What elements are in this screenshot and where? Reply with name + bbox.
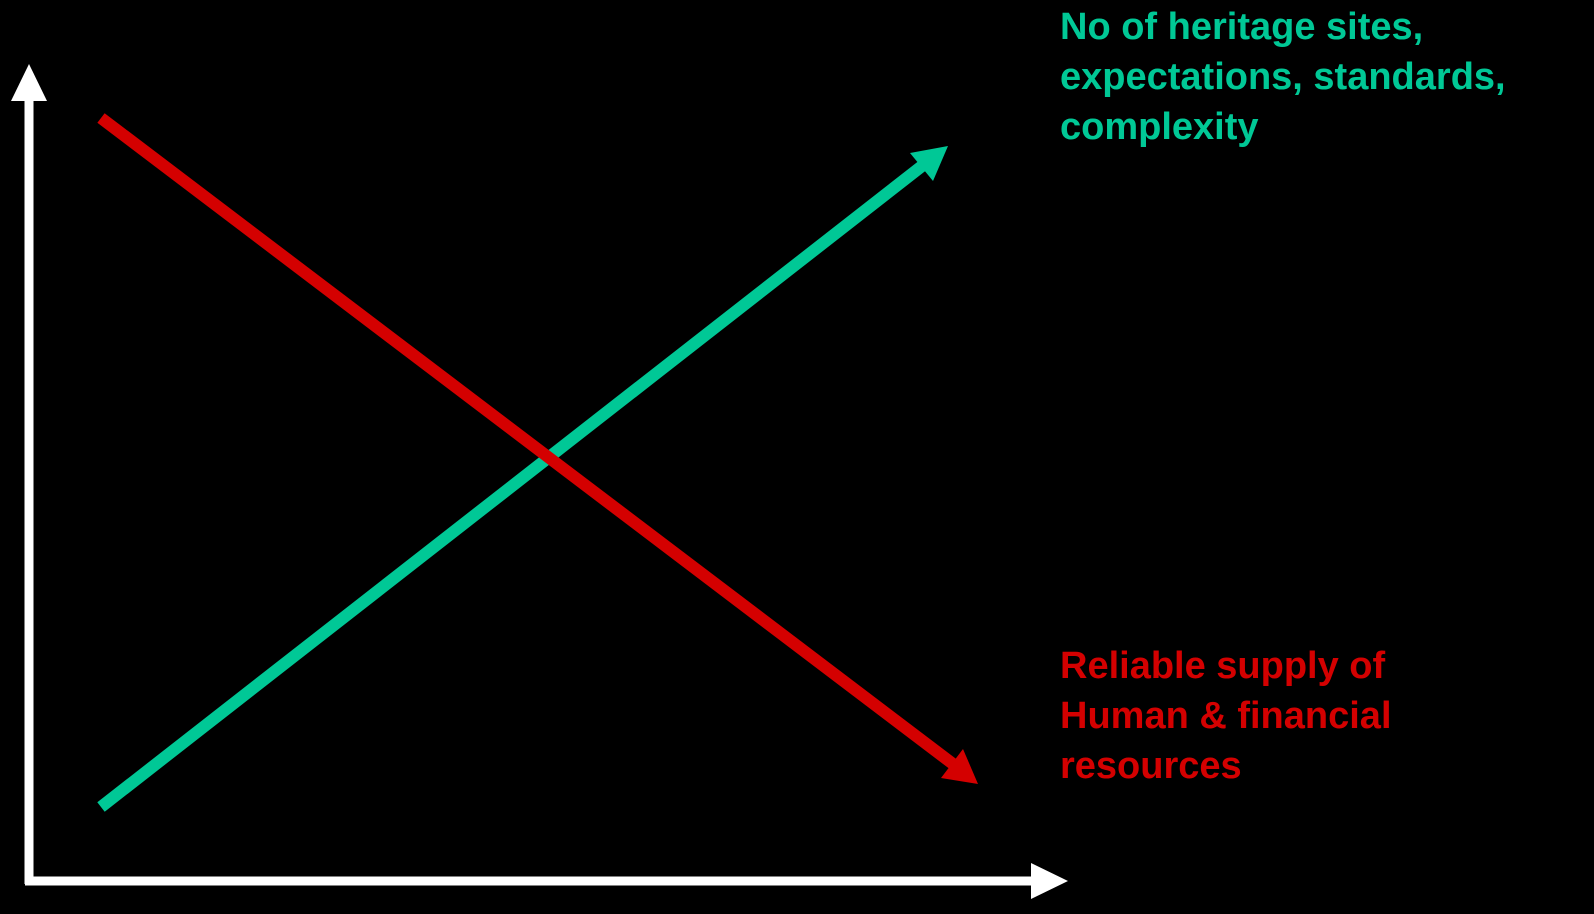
rising-trend-arrowhead [910,146,948,181]
y-axis-arrowhead [11,64,47,101]
rising-trend-line [97,161,926,812]
falling-trend-arrowhead [941,749,978,784]
x-axis-arrowhead [1031,863,1068,899]
falling-trend-line [97,113,957,769]
rising-label-line-1: No of heritage sites, [1060,6,1424,48]
rising-label-line-3: complexity [1060,106,1259,148]
falling-label-line-2: Human & financial [1060,695,1392,737]
rising-trend-label: No of heritage sites, expectations, stan… [1060,2,1506,152]
falling-trend-label: Reliable supply of Human & financial res… [1060,641,1392,791]
rising-label-line-2: expectations, standards, [1060,56,1506,98]
falling-label-line-3: resources [1060,745,1242,787]
falling-label-line-1: Reliable supply of [1060,645,1386,687]
